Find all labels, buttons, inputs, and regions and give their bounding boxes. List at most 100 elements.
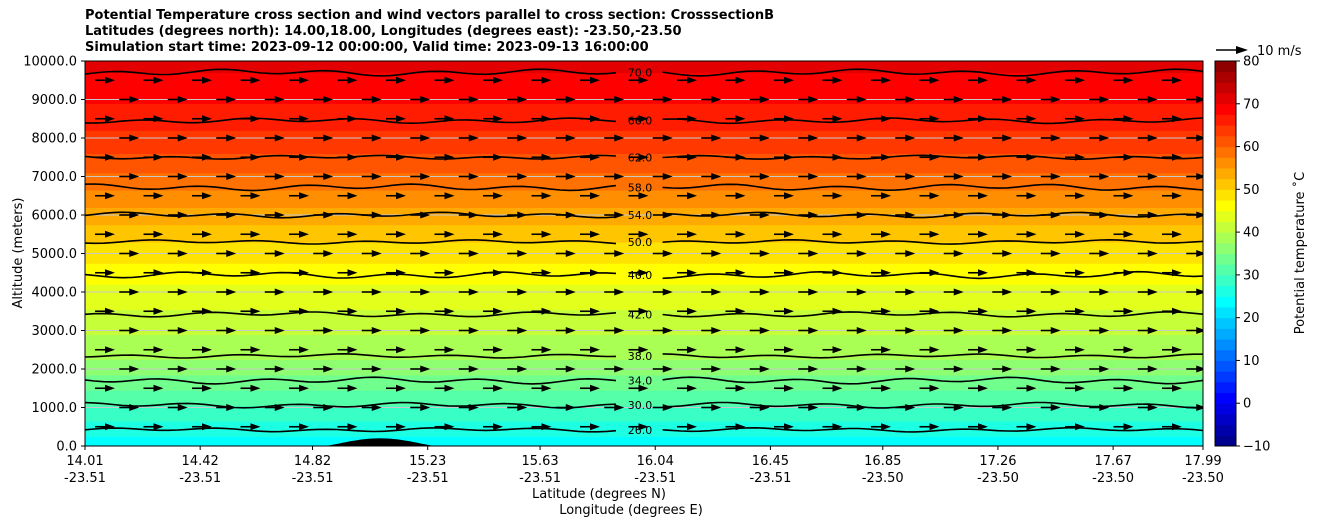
wind-vector-head bbox=[565, 404, 576, 411]
wind-vector-head bbox=[1075, 230, 1085, 238]
temperature-band bbox=[85, 147, 1203, 151]
temperature-band bbox=[85, 266, 1203, 270]
wind-vector-head bbox=[444, 230, 455, 238]
temperature-band bbox=[85, 351, 1203, 355]
wind-vector-head bbox=[735, 153, 746, 161]
temperature-band bbox=[85, 434, 1203, 437]
wind-vector-head bbox=[1147, 134, 1158, 142]
wind-vector-head bbox=[153, 346, 164, 354]
wind-vector-head bbox=[202, 384, 212, 392]
wind-vector-head bbox=[711, 404, 722, 411]
colorbar-segment bbox=[1215, 167, 1236, 180]
wind-vector-head bbox=[978, 192, 988, 200]
wind-vector-head bbox=[856, 211, 867, 219]
temperature-band bbox=[85, 161, 1203, 164]
y-tick-label: 5000.0 bbox=[32, 247, 78, 262]
wind-vector-head bbox=[905, 288, 916, 296]
temperature-band bbox=[85, 419, 1203, 422]
wind-vector-head bbox=[978, 307, 988, 315]
temperature-band bbox=[85, 178, 1203, 181]
wind-vector-head bbox=[832, 307, 843, 315]
wind-vector-head bbox=[1123, 153, 1134, 161]
temperature-band bbox=[85, 415, 1203, 418]
wind-vector-head bbox=[1172, 230, 1182, 238]
temperature-band bbox=[85, 159, 1203, 162]
temperature-band bbox=[85, 213, 1203, 216]
contour-label: 30.0 bbox=[628, 399, 653, 412]
wind-vector-head bbox=[808, 96, 819, 103]
temperature-band bbox=[85, 374, 1203, 378]
temperature-band bbox=[85, 253, 1203, 257]
contour-label: 26.0 bbox=[628, 424, 653, 437]
temperature-band bbox=[85, 293, 1203, 297]
colorbar-segment bbox=[1215, 349, 1236, 361]
temperature-band bbox=[85, 149, 1203, 153]
wind-vector-head bbox=[129, 173, 140, 180]
wind-vector-head bbox=[396, 192, 406, 200]
wind-vector-head bbox=[420, 250, 431, 257]
temperature-band bbox=[85, 216, 1203, 220]
wind-vector-head bbox=[299, 307, 309, 315]
x-tick-label-lon: -23.51 bbox=[64, 471, 106, 486]
wind-vector-head bbox=[1099, 173, 1110, 180]
temperature-band bbox=[85, 224, 1203, 228]
temperature-band bbox=[85, 428, 1203, 432]
temperature-band bbox=[85, 128, 1203, 131]
wind-vector-head bbox=[881, 307, 891, 315]
wind-vector-head bbox=[420, 134, 431, 142]
temperature-band bbox=[85, 318, 1203, 322]
temperature-band bbox=[85, 64, 1203, 68]
temperature-band bbox=[85, 334, 1203, 337]
wind-vector-head bbox=[565, 173, 576, 180]
x-tick-label-lat: 15.23 bbox=[409, 454, 446, 469]
temperature-band bbox=[85, 320, 1203, 324]
colorbar-segment bbox=[1215, 242, 1236, 254]
wind-vector-head bbox=[347, 384, 358, 392]
temperature-band bbox=[85, 413, 1203, 416]
wind-vector-head bbox=[662, 96, 673, 103]
y-tick-label: 1000.0 bbox=[32, 401, 78, 416]
wind-vector-head bbox=[759, 173, 770, 180]
wind-vector-head bbox=[202, 115, 212, 123]
x-tick-label-lon: -23.50 bbox=[1092, 471, 1134, 486]
temperature-band bbox=[85, 257, 1203, 260]
wind-vector-head bbox=[638, 346, 649, 354]
wind-vector-head bbox=[517, 365, 528, 373]
wind-vector-head bbox=[541, 153, 552, 161]
wind-vector-head bbox=[735, 384, 746, 392]
wind-vector-head bbox=[468, 134, 479, 142]
x-tick-label-lat: 14.01 bbox=[66, 454, 103, 469]
temperature-band bbox=[85, 201, 1203, 205]
wind-vector-head bbox=[274, 173, 285, 180]
wind-vector-head bbox=[420, 173, 431, 180]
wind-vector-head bbox=[444, 423, 455, 431]
wind-vector-head bbox=[856, 404, 867, 411]
colorbar-tick-label: 0 bbox=[1243, 397, 1251, 412]
temperature-band bbox=[85, 322, 1203, 326]
x-tick-label-lat: 16.04 bbox=[637, 454, 674, 469]
wind-vector-head bbox=[250, 269, 261, 277]
temperature-band bbox=[85, 111, 1203, 114]
wind-vector-head bbox=[1050, 365, 1061, 373]
wind-vector-head bbox=[929, 384, 940, 392]
contour-line bbox=[662, 117, 1203, 125]
temperature-band bbox=[85, 209, 1203, 212]
temperature-band bbox=[85, 338, 1203, 341]
wind-vector-head bbox=[590, 76, 600, 84]
wind-vector-head bbox=[735, 423, 746, 431]
wind-vector-head bbox=[129, 134, 140, 142]
x-tick-label-lat: 16.45 bbox=[752, 454, 789, 469]
wind-vector-head bbox=[250, 307, 261, 315]
temperature-band bbox=[85, 103, 1203, 106]
wind-vector-head bbox=[662, 404, 673, 411]
temperature-band bbox=[85, 330, 1203, 334]
temperature-band bbox=[85, 422, 1203, 426]
wind-vector-head bbox=[1026, 153, 1037, 161]
wind-vector-head bbox=[274, 134, 285, 142]
wind-vector-head bbox=[1075, 76, 1085, 84]
wind-vector-head bbox=[1147, 96, 1158, 103]
colorbar-segment bbox=[1215, 135, 1236, 148]
temperature-band bbox=[85, 199, 1203, 203]
wind-vector-head bbox=[371, 211, 382, 219]
wind-vector-head bbox=[565, 96, 576, 103]
